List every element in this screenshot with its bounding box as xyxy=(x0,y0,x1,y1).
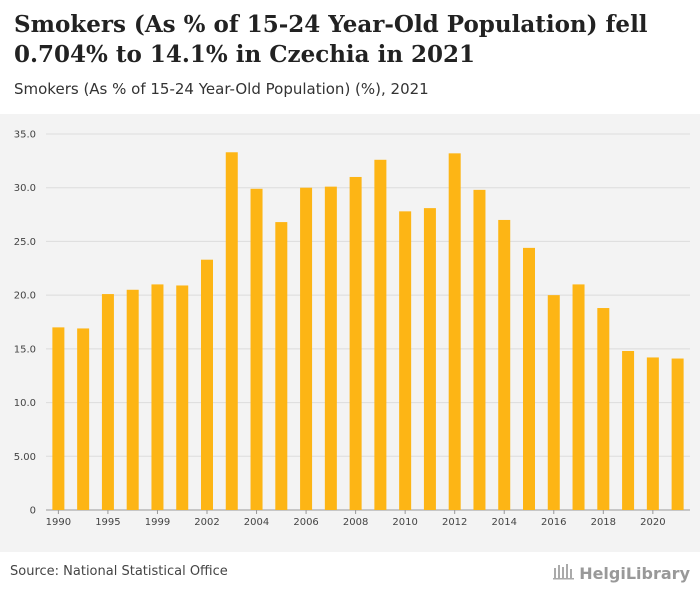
bar xyxy=(300,187,313,510)
grid-lines xyxy=(46,133,690,511)
bar xyxy=(225,152,238,510)
x-tick-label: 2002 xyxy=(194,517,219,528)
x-tick-label: 2010 xyxy=(392,517,417,528)
bar xyxy=(523,247,535,511)
source-note: Source: National Statistical Office xyxy=(10,564,228,579)
bar xyxy=(250,188,263,510)
brand-name: HelgiLibrary xyxy=(579,563,690,583)
bar xyxy=(572,284,585,510)
y-tick-label: 5.00 xyxy=(14,452,36,463)
x-tick-label: 2006 xyxy=(293,517,318,528)
bar xyxy=(324,186,337,510)
y-tick-label: 30.0 xyxy=(14,183,36,194)
bar xyxy=(498,219,511,510)
bar xyxy=(52,327,65,510)
bar xyxy=(399,211,412,510)
footer: Source: National Statistical Office Helg… xyxy=(0,552,700,596)
bar xyxy=(646,357,659,510)
y-tick-label: 20.0 xyxy=(14,291,36,302)
library-icon xyxy=(553,562,575,584)
bar xyxy=(671,358,684,510)
x-tick-label: 2008 xyxy=(343,517,368,528)
bar xyxy=(126,289,139,510)
x-tick-label: 2016 xyxy=(541,517,566,528)
bar xyxy=(622,351,635,510)
bar xyxy=(176,285,189,510)
x-tick-label: 2020 xyxy=(640,517,665,528)
bar xyxy=(151,284,164,510)
x-tick-label: 1995 xyxy=(95,517,120,528)
bar xyxy=(374,159,387,511)
x-tick-label: 2004 xyxy=(244,517,269,528)
bar xyxy=(448,153,461,510)
x-tick-label: 2014 xyxy=(492,517,517,528)
bar xyxy=(547,295,560,510)
x-tick-label: 2012 xyxy=(442,517,467,528)
bar xyxy=(349,176,362,510)
y-tick-label: 0 xyxy=(30,506,36,517)
x-axis-ticks: 1990 1995 1999 2002 2004 2006 2008 2010 2012 2014… xyxy=(46,510,666,528)
y-tick-label: 35.0 xyxy=(14,130,36,141)
bar xyxy=(597,308,610,510)
bars xyxy=(52,152,684,511)
bar xyxy=(473,189,486,510)
bar xyxy=(201,259,213,510)
y-tick-label: 25.0 xyxy=(14,237,36,248)
brand-logo[interactable]: HelgiLibrary xyxy=(553,562,690,584)
y-axis-ticks: 0 5.00 10.0 15.0 20.0 25.0 30.0 35.0 xyxy=(14,130,36,517)
x-tick-label: 1999 xyxy=(145,517,170,528)
y-tick-label: 15.0 xyxy=(14,344,36,355)
x-tick-label: 1990 xyxy=(46,517,71,528)
x-tick-label: 2018 xyxy=(591,517,616,528)
bar xyxy=(101,294,114,510)
y-tick-label: 10.0 xyxy=(14,398,36,409)
bar xyxy=(275,222,288,510)
bar xyxy=(423,208,436,510)
chart-title: Smokers (As % of 15-24 Year-Old Populati… xyxy=(14,11,648,68)
bar xyxy=(77,328,90,510)
chart-subtitle: Smokers (As % of 15-24 Year-Old Populati… xyxy=(14,80,429,98)
